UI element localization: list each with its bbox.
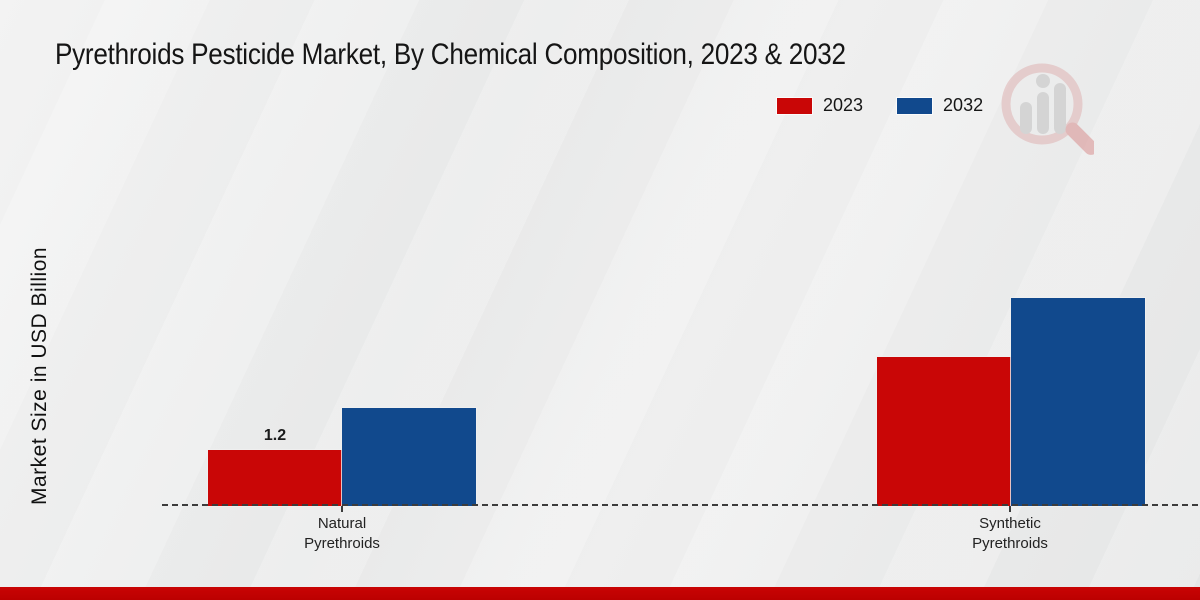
bar-group-natural: 1.2 xyxy=(208,408,476,506)
x-label-synthetic-line1: Synthetic xyxy=(979,515,1041,532)
footer-accent-bar xyxy=(0,587,1200,600)
x-axis-baseline xyxy=(162,504,1198,506)
watermark-logo xyxy=(996,56,1098,168)
legend-item-2032: 2032 xyxy=(897,95,983,116)
legend: 2023 2032 xyxy=(777,95,983,116)
x-tick-natural xyxy=(341,506,343,512)
bar-natural-2023: 1.2 xyxy=(208,427,342,506)
magnifier-bar-chart-icon xyxy=(1001,63,1098,155)
x-label-synthetic-line2: Pyrethroids xyxy=(972,535,1048,552)
chart-title: Pyrethroids Pesticide Market, By Chemica… xyxy=(55,38,846,71)
legend-item-2023: 2023 xyxy=(777,95,863,116)
bar-natural-2032 xyxy=(342,408,476,506)
x-label-natural: Natural Pyrethroids xyxy=(232,514,452,554)
x-label-natural-line1: Natural xyxy=(317,515,367,532)
bar-group-synthetic xyxy=(877,298,1145,506)
legend-label-2023: 2023 xyxy=(823,95,864,115)
bar-synthetic-2032 xyxy=(1011,298,1145,506)
bar-synthetic-2023 xyxy=(877,357,1011,506)
y-axis-label: Market Size in USD Billion xyxy=(28,246,51,506)
x-label-natural-line2: Pyrethroids xyxy=(304,535,380,552)
x-tick-synthetic xyxy=(1009,506,1011,512)
legend-swatch-2023 xyxy=(777,97,812,114)
legend-swatch-2032 xyxy=(897,97,933,114)
bar-value-label: 1.2 xyxy=(263,427,287,444)
legend-label-2032: 2032 xyxy=(943,95,984,115)
x-label-synthetic: Synthetic Pyrethroids xyxy=(900,514,1120,554)
